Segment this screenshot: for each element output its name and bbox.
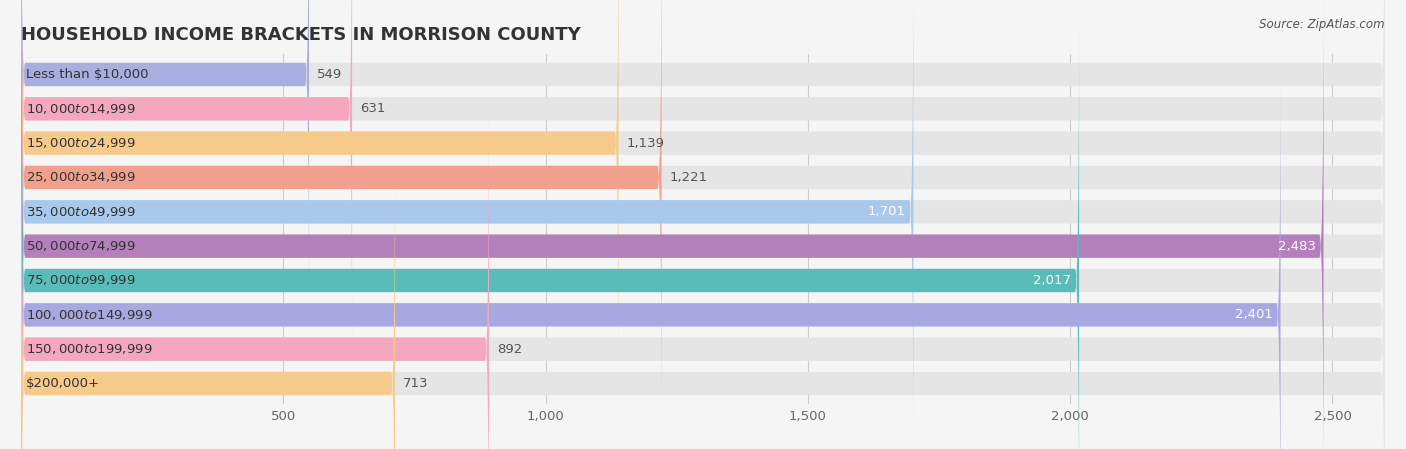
FancyBboxPatch shape [21,120,395,449]
Text: $150,000 to $199,999: $150,000 to $199,999 [27,342,153,356]
FancyBboxPatch shape [21,0,1385,440]
FancyBboxPatch shape [21,0,309,338]
Text: $100,000 to $149,999: $100,000 to $149,999 [27,308,153,322]
FancyBboxPatch shape [21,52,1385,449]
Text: 1,701: 1,701 [868,205,905,218]
Text: 1,139: 1,139 [627,136,665,150]
FancyBboxPatch shape [21,0,1385,449]
Text: $75,000 to $99,999: $75,000 to $99,999 [27,273,136,287]
FancyBboxPatch shape [21,0,619,406]
Text: $10,000 to $14,999: $10,000 to $14,999 [27,102,136,116]
FancyBboxPatch shape [21,52,1281,449]
Text: $15,000 to $24,999: $15,000 to $24,999 [27,136,136,150]
FancyBboxPatch shape [21,0,1385,449]
FancyBboxPatch shape [21,86,1385,449]
Text: $200,000+: $200,000+ [27,377,100,390]
Text: 1,221: 1,221 [669,171,707,184]
FancyBboxPatch shape [21,0,1323,449]
FancyBboxPatch shape [21,120,1385,449]
FancyBboxPatch shape [21,18,1078,449]
Text: 2,017: 2,017 [1033,274,1071,287]
Text: Less than $10,000: Less than $10,000 [27,68,149,81]
FancyBboxPatch shape [21,0,1385,406]
Text: 549: 549 [316,68,342,81]
FancyBboxPatch shape [21,0,1385,372]
Text: 892: 892 [496,343,522,356]
Text: HOUSEHOLD INCOME BRACKETS IN MORRISON COUNTY: HOUSEHOLD INCOME BRACKETS IN MORRISON CO… [21,26,581,44]
Text: 631: 631 [360,102,385,115]
Text: $25,000 to $34,999: $25,000 to $34,999 [27,171,136,185]
FancyBboxPatch shape [21,18,1385,449]
FancyBboxPatch shape [21,86,489,449]
Text: $50,000 to $74,999: $50,000 to $74,999 [27,239,136,253]
Text: 713: 713 [404,377,429,390]
Text: $35,000 to $49,999: $35,000 to $49,999 [27,205,136,219]
Text: 2,401: 2,401 [1234,308,1272,321]
FancyBboxPatch shape [21,0,351,372]
FancyBboxPatch shape [21,0,1385,338]
Text: Source: ZipAtlas.com: Source: ZipAtlas.com [1260,18,1385,31]
Text: 2,483: 2,483 [1278,240,1316,253]
FancyBboxPatch shape [21,0,914,449]
FancyBboxPatch shape [21,0,662,440]
